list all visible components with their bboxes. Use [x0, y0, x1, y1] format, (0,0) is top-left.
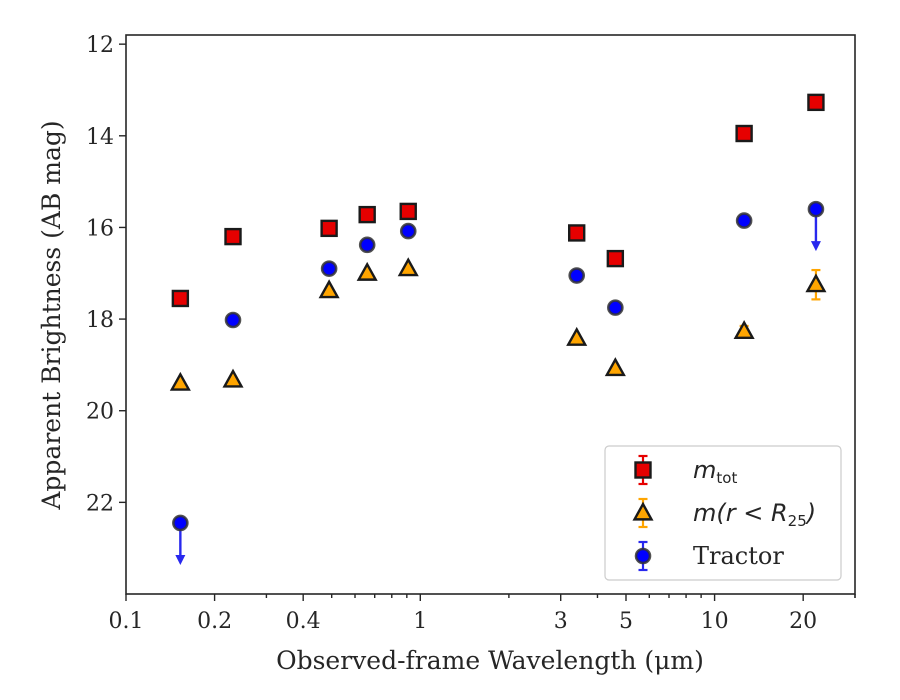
x-tick-label: 10	[701, 609, 729, 634]
upper-limit-arrowhead	[175, 554, 186, 565]
x-tick-label: 20	[789, 609, 817, 634]
series-3	[172, 200, 825, 565]
legend-box	[604, 445, 842, 581]
square-point	[568, 224, 586, 242]
upper-limit-arrowhead	[810, 241, 821, 252]
triangle-point	[805, 273, 827, 293]
square-point	[606, 249, 625, 268]
legend-label: Tractor	[693, 542, 784, 570]
square-point	[399, 202, 417, 221]
triangle-point	[566, 326, 588, 346]
data-series	[169, 93, 827, 565]
x-tick-label: 3	[554, 609, 568, 634]
legend-entry: m(r < R25)	[632, 497, 816, 530]
circle-point	[172, 514, 189, 532]
x-tick-label: 0.4	[286, 609, 321, 634]
legend: mtot m(r < R25) Tractor	[604, 445, 842, 581]
x-tick-label: 5	[619, 609, 633, 634]
y-axis-label: Apparent Brightness (AB mag)	[37, 120, 66, 510]
y-tick-label: 20	[86, 400, 114, 425]
triangle-point	[356, 261, 378, 281]
circle-point	[807, 200, 825, 218]
square-point	[807, 93, 825, 112]
plot-frame	[125, 34, 856, 595]
y-tick-label: 22	[86, 491, 114, 516]
square-point	[735, 124, 753, 143]
legend-label: mtot	[693, 456, 737, 487]
circle-point	[568, 267, 586, 284]
triangle-point	[318, 279, 340, 299]
y-tick-label: 18	[86, 308, 114, 333]
x-tick-label: 1	[413, 609, 427, 634]
circle-point	[399, 222, 417, 240]
y-tick-label: 12	[86, 33, 114, 58]
circle-point	[358, 236, 376, 254]
square-point	[224, 227, 242, 246]
circle-point	[224, 311, 242, 329]
legend-label: m(r < R25)	[693, 499, 816, 530]
circle-point	[320, 260, 338, 277]
triangle-point	[604, 357, 626, 377]
legend-marker	[634, 461, 652, 479]
triangle-point	[222, 368, 244, 388]
x-axis-label: Observed-frame Wavelength (μm)	[276, 646, 704, 675]
legend-marker	[632, 501, 654, 521]
x-tick-label: 0.1	[109, 609, 144, 634]
circle-point	[607, 299, 624, 316]
square-point	[320, 219, 338, 238]
triangle-point	[169, 371, 191, 391]
x-tick-label: 0.2	[197, 609, 232, 634]
triangle-point	[733, 320, 755, 340]
legend-entry: Tractor	[634, 540, 784, 572]
series-1	[171, 93, 825, 308]
legend-marker	[634, 547, 652, 565]
y-tick-label: 16	[86, 216, 114, 241]
series-2	[169, 257, 827, 391]
circle-point	[735, 212, 753, 229]
legend-entry: mtot	[634, 454, 737, 487]
axis-ticks: 0.1 0.2 0.4 1 3 5 10 20 12 14 16 18 20 22	[86, 33, 856, 634]
square-point	[358, 205, 376, 224]
y-tick-label: 14	[86, 125, 114, 150]
square-point	[171, 289, 190, 308]
triangle-point	[397, 257, 419, 277]
